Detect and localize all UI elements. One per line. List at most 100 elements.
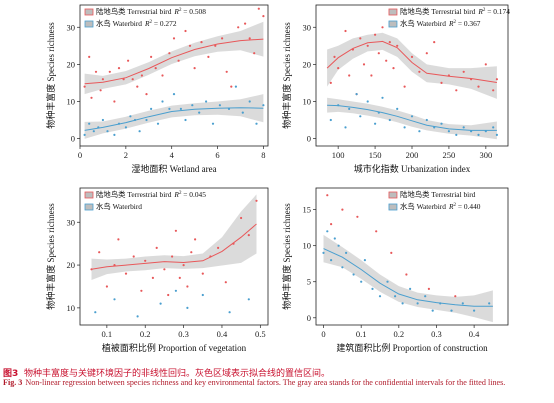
data-point bbox=[370, 74, 373, 77]
x-tick-label: 2 bbox=[124, 150, 128, 160]
x-axis-label: 建筑面积比例 Proportion of construction bbox=[336, 342, 488, 353]
data-point bbox=[124, 126, 127, 129]
y-tick-label: 10 bbox=[303, 96, 312, 106]
plot-area bbox=[322, 194, 493, 323]
data-point bbox=[348, 74, 351, 77]
data-point bbox=[174, 229, 177, 232]
y-tick-label: 20 bbox=[303, 59, 312, 69]
data-point bbox=[425, 52, 428, 55]
data-point bbox=[462, 126, 465, 129]
data-point bbox=[211, 122, 215, 125]
x-tick-label: 0.1 bbox=[356, 329, 367, 339]
data-point bbox=[322, 251, 325, 254]
data-point bbox=[248, 37, 251, 40]
data-point bbox=[155, 246, 158, 249]
confidence-band-0 bbox=[91, 194, 257, 280]
data-point bbox=[113, 133, 116, 136]
data-point bbox=[83, 133, 86, 136]
data-point bbox=[178, 276, 181, 279]
data-point bbox=[362, 63, 366, 66]
data-point bbox=[168, 52, 171, 55]
data-point bbox=[455, 89, 458, 92]
data-point bbox=[228, 311, 231, 314]
plot-area bbox=[326, 26, 498, 140]
data-point bbox=[230, 85, 233, 88]
data-point bbox=[375, 230, 378, 233]
data-point bbox=[344, 29, 347, 33]
data-point bbox=[237, 26, 240, 29]
data-point bbox=[424, 295, 427, 298]
data-point bbox=[433, 41, 436, 44]
fit-line-0 bbox=[91, 223, 257, 270]
data-point bbox=[378, 295, 382, 298]
data-point bbox=[207, 55, 210, 59]
y-tick-label: 15 bbox=[303, 205, 312, 215]
legend-entry: 陆地鸟类 Terrestrial bird R2 = 0.045 bbox=[96, 190, 206, 199]
legend-swatch bbox=[388, 203, 398, 211]
legend-entry: 陆地鸟类 Terrestrial bird R2 = 0.508 bbox=[96, 7, 206, 16]
caption-chinese-text: 物种丰富度与关键环境因子的非线性回归。灰色区域表示拟合线的置信区间。 bbox=[24, 369, 331, 379]
data-point bbox=[140, 289, 143, 292]
data-point bbox=[262, 104, 265, 107]
data-point bbox=[88, 55, 91, 59]
data-point bbox=[161, 74, 164, 77]
x-tick-label: 0.4 bbox=[469, 329, 480, 339]
confidence-band-1 bbox=[323, 234, 493, 323]
data-point bbox=[145, 93, 148, 96]
data-point bbox=[396, 107, 399, 110]
data-point bbox=[179, 107, 182, 110]
data-point bbox=[418, 70, 421, 73]
y-tick-label: 5 bbox=[307, 277, 311, 287]
data-point bbox=[92, 130, 95, 133]
y-tick-label: 20 bbox=[67, 260, 76, 270]
data-point bbox=[240, 216, 243, 220]
data-point bbox=[355, 93, 358, 96]
data-point bbox=[385, 59, 388, 62]
x-tick-label: 6 bbox=[215, 150, 219, 160]
legend-entry: 水鸟 Waterbird R2 = 0.367 bbox=[400, 19, 481, 28]
data-point bbox=[101, 78, 104, 81]
legend-entry: 陆地鸟类 Terrestrial bird R2 = 0.174 bbox=[400, 7, 510, 16]
legend-swatch bbox=[84, 191, 94, 199]
data-point bbox=[88, 122, 91, 125]
data-point bbox=[234, 85, 237, 88]
data-point bbox=[337, 67, 340, 70]
data-point bbox=[193, 67, 196, 70]
data-point bbox=[117, 67, 121, 70]
data-point bbox=[186, 285, 189, 288]
data-point bbox=[150, 107, 153, 110]
data-point bbox=[418, 130, 421, 133]
x-tick-label: 200 bbox=[406, 150, 419, 160]
data-point bbox=[151, 276, 154, 279]
data-point bbox=[352, 273, 355, 276]
x-tick-label: 8 bbox=[261, 150, 265, 160]
confidence-band-1 bbox=[327, 97, 497, 140]
data-point bbox=[326, 194, 329, 197]
caption-chinese-label: 图3 bbox=[3, 369, 19, 379]
caption-english-text: Non-linear regression between species ri… bbox=[25, 378, 506, 387]
data-point bbox=[205, 100, 208, 103]
figure-panels: 0 2 4 6 8 0 10 20 30 湿地面积 Wetland area 物种丰富度 Speci… bbox=[45, 4, 510, 353]
data-point bbox=[388, 118, 391, 122]
chart-panel-top-left: 0 2 4 6 8 0 10 20 30 湿地面积 Wetland area 物种丰富度 Speci… bbox=[45, 4, 269, 174]
data-point bbox=[377, 52, 380, 55]
x-tick-label: 150 bbox=[369, 150, 382, 160]
data-point bbox=[201, 293, 204, 297]
data-point bbox=[83, 85, 86, 88]
data-point bbox=[455, 133, 458, 136]
x-axis-label: 城市化指数 Urbanization index bbox=[354, 163, 471, 174]
data-point bbox=[374, 122, 377, 125]
data-point bbox=[255, 122, 258, 125]
data-point bbox=[188, 44, 192, 47]
fit-line-1 bbox=[323, 248, 493, 307]
data-point bbox=[427, 287, 430, 290]
data-point bbox=[333, 237, 336, 240]
data-point bbox=[330, 223, 333, 226]
data-point bbox=[333, 55, 336, 59]
chart-panel-bottom-right: 0 0.1 0.2 0.3 0.4 0 5 10 15 建筑面积比例 Proportion of … bbox=[281, 187, 509, 353]
data-point bbox=[360, 280, 363, 283]
x-tick-label: 4 bbox=[170, 150, 175, 160]
data-point bbox=[381, 26, 384, 29]
data-point bbox=[184, 29, 187, 33]
x-tick-label: 0 bbox=[78, 150, 82, 160]
